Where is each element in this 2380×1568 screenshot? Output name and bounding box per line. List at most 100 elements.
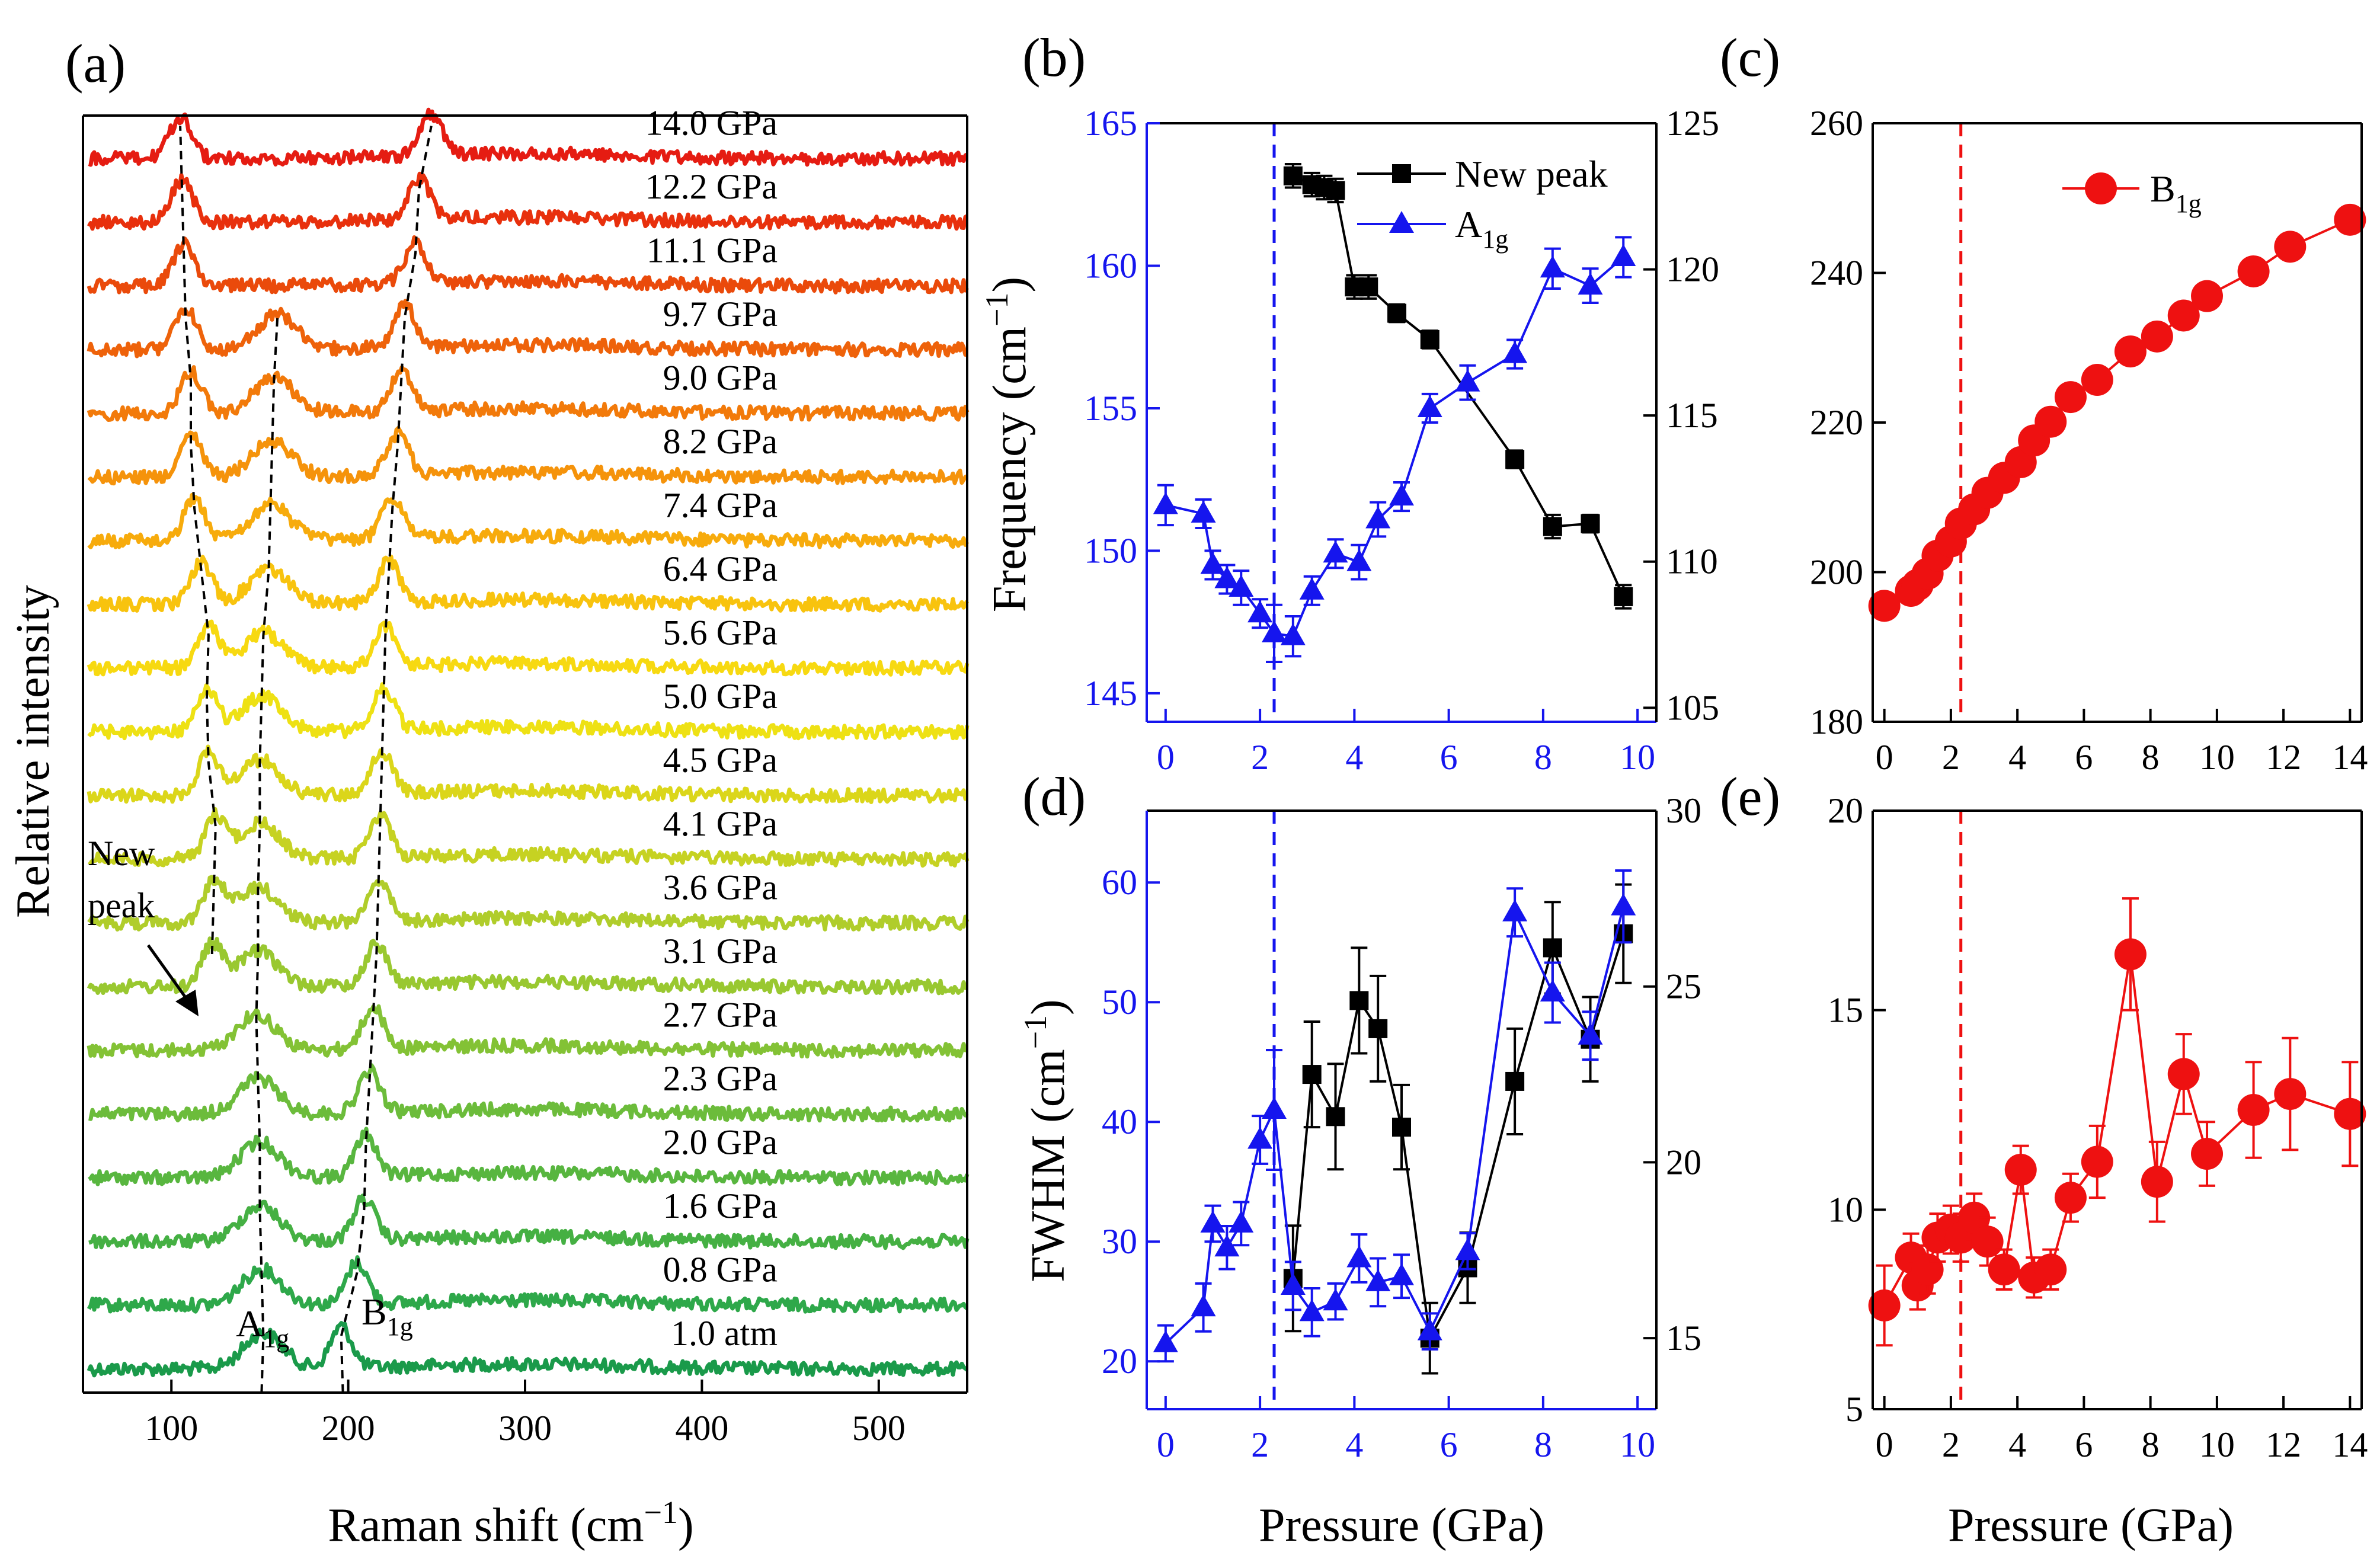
axis-b-right-ytick-label: 110 <box>1666 542 1718 581</box>
data-point-c <box>2274 231 2307 263</box>
axis-b-xtick-label: 4 <box>1345 738 1363 777</box>
axis-e-ytick-label: 15 <box>1828 991 1863 1030</box>
ylabel-d: FWHM (cm−1) <box>1018 999 1074 1282</box>
data-point-e <box>1988 1253 2020 1286</box>
spectrum-pressure-label: 12.2 GPa <box>645 167 778 206</box>
axis-d-right-ytick-label: 25 <box>1666 967 1701 1006</box>
data-point-b <box>1323 540 1348 563</box>
axis-b-left-ytick-label: 160 <box>1084 246 1137 285</box>
data-point-b <box>1614 587 1633 606</box>
data-point-d <box>1540 980 1565 1002</box>
axis-c-xtick-label: 2 <box>1942 738 1960 777</box>
data-point-e <box>2034 1253 2067 1286</box>
data-point-b <box>1455 369 1480 392</box>
axis-c-xtick-label: 14 <box>2332 738 2368 777</box>
axis-c-ytick-label: 220 <box>1810 403 1863 442</box>
data-point-b <box>1505 450 1525 469</box>
axis-e-ytick-label: 10 <box>1828 1190 1863 1229</box>
legend-b-new-peak-label: New peak <box>1455 153 1608 195</box>
b1g-peak-label: B1g <box>362 1291 413 1341</box>
data-point-d <box>1502 899 1528 921</box>
axis-d-xtick-label: 0 <box>1157 1425 1175 1464</box>
spectrum-pressure-label: 14.0 GPa <box>645 104 778 143</box>
data-point-d <box>1299 1299 1325 1321</box>
spectrum-trace <box>87 744 968 804</box>
spectrum-trace <box>87 1255 969 1314</box>
new-peak-label-line2: peak <box>88 886 155 925</box>
spectrum-pressure-label: 1.6 GPa <box>663 1186 778 1225</box>
data-point-d <box>1389 1263 1414 1285</box>
text-layer: (a) (b) (c) (d) (e) Raman shift (cm−1) R… <box>7 27 2234 1551</box>
data-point-b <box>1581 514 1600 533</box>
panel-label-c: (c) <box>1720 27 1780 88</box>
data-point-b <box>1420 329 1439 349</box>
data-point-b <box>1200 552 1226 574</box>
axis-b-left-ytick-label: 165 <box>1084 104 1137 143</box>
axis-d-left-ytick-label: 30 <box>1102 1222 1137 1261</box>
data-point-e <box>2167 1058 2200 1090</box>
data-point-c <box>2191 280 2224 312</box>
axis-c-xtick-label: 10 <box>2199 738 2235 777</box>
spectrum-pressure-label: 11.1 GPa <box>647 231 778 270</box>
axis-b-right-ytick-label: 120 <box>1666 250 1719 289</box>
axis-a-xtick-label: 100 <box>145 1409 198 1448</box>
legend-b-a1g-label: A1g <box>1455 203 1508 254</box>
axis-e-xtick-label: 12 <box>2266 1425 2301 1464</box>
axis-c-xtick-label: 0 <box>1876 738 1893 777</box>
xlabel-a: Raman shift (cm−1) <box>328 1495 693 1551</box>
data-point-d <box>1229 1210 1254 1233</box>
spectrum-trace <box>87 682 970 741</box>
axis-c-xtick-label: 8 <box>2142 738 2160 777</box>
data-point-d <box>1214 1234 1240 1257</box>
spectrum-trace <box>87 171 968 231</box>
axis-d-right-ytick-label: 15 <box>1666 1319 1701 1358</box>
spectrum-pressure-label: 1.0 atm <box>671 1314 778 1353</box>
panel-label-e: (e) <box>1720 766 1780 827</box>
axis-d-xtick-label: 10 <box>1620 1425 1655 1464</box>
data-point-d <box>1323 1288 1348 1311</box>
spectrum-pressure-label: 4.1 GPa <box>663 804 778 843</box>
spectrum-trace <box>87 936 968 996</box>
spectrum-trace <box>88 107 968 167</box>
spectrum-pressure-label: 2.7 GPa <box>663 996 778 1035</box>
series-line-e <box>1883 954 2351 1306</box>
data-point-d <box>1368 1019 1388 1038</box>
plots-layer: 1.0 atm 0.8 GPa 1.6 GPa 2.0 GPa 2.3 GPa 2.7 G… <box>82 104 2368 1464</box>
axis-e-xtick-label: 10 <box>2199 1425 2235 1464</box>
peak-guide-A1g <box>255 316 279 1393</box>
data-point-b <box>1214 566 1240 588</box>
axis-b-xtick-label: 2 <box>1251 738 1269 777</box>
data-point-d <box>1578 1022 1603 1045</box>
spectrum-trace <box>88 1127 970 1186</box>
legend-b-marker <box>1389 211 1414 233</box>
spectrum-trace <box>87 554 970 613</box>
axis-c-ytick-label: 260 <box>1810 104 1863 143</box>
data-point-d <box>1543 938 1562 958</box>
axis-e-xtick-label: 14 <box>2332 1425 2368 1464</box>
axis-b-left-ytick-label: 150 <box>1084 531 1137 570</box>
axis-b-left-ytick-label: 155 <box>1084 389 1137 428</box>
ylabel-a: Relative intensity <box>7 585 59 918</box>
data-point-e <box>2114 938 2147 971</box>
data-point-d <box>1262 1097 1287 1119</box>
data-point-d <box>1455 1238 1480 1260</box>
axis-d-xtick-label: 2 <box>1251 1425 1269 1464</box>
spectrum-pressure-label: 8.2 GPa <box>663 422 778 461</box>
axis-e-xtick-label: 4 <box>2008 1425 2026 1464</box>
peak-guide-new_peak <box>179 126 217 955</box>
new-peak-arrow-shaft <box>146 944 190 1003</box>
data-point-c <box>2237 255 2270 287</box>
data-point-b <box>1153 492 1178 514</box>
spectrum-pressure-label: 4.5 GPa <box>663 741 778 780</box>
data-point-d <box>1505 1071 1525 1091</box>
axis-b-left-ytick-label: 145 <box>1084 674 1137 713</box>
axis-d-left-ytick-label: 20 <box>1102 1342 1137 1381</box>
data-point-b <box>1191 500 1216 523</box>
axis-d-right-ytick-label: 20 <box>1666 1143 1701 1182</box>
axis-d-xtick-label: 8 <box>1534 1425 1552 1464</box>
data-point-c <box>2141 320 2173 353</box>
axis-b-xtick-label: 0 <box>1157 738 1175 777</box>
data-point-e <box>2191 1138 2224 1170</box>
data-point-c <box>2114 335 2147 368</box>
